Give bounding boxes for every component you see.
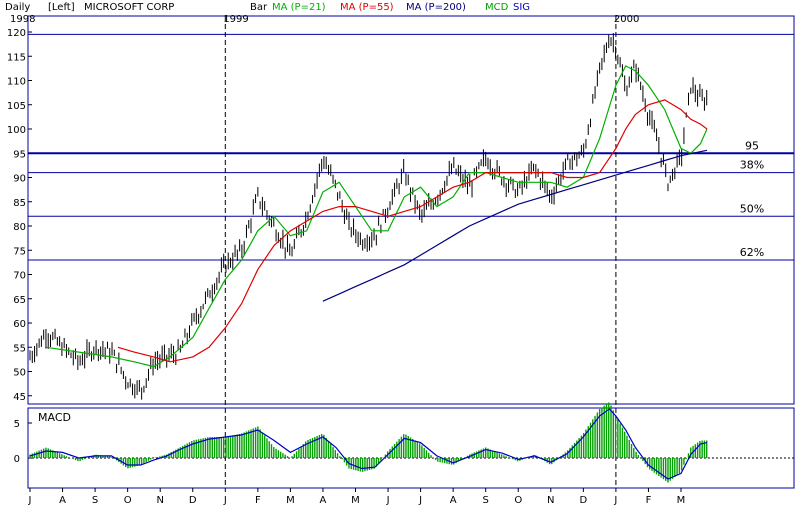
month-tick-label: D	[579, 495, 587, 506]
month-tick-label: O	[124, 495, 132, 506]
month-tick-label: A	[450, 495, 457, 506]
price-y-tick-label: 115	[7, 52, 26, 63]
reference-line-label: 38%	[740, 159, 764, 172]
price-y-tick-label: 60	[13, 319, 26, 330]
macd-y-tick-label: 0	[14, 454, 20, 465]
month-tick-label: S	[92, 495, 98, 506]
price-y-tick-label: 110	[7, 77, 26, 88]
ma55-label: MA (P=55)	[340, 2, 394, 13]
month-tick-label: J	[613, 495, 617, 506]
price-y-tick-label: 85	[13, 198, 26, 209]
month-tick-label: O	[514, 495, 522, 506]
year-label: 1999	[223, 14, 248, 25]
month-tick-label: M	[351, 495, 360, 506]
macd-panel: MACD 0 5	[14, 402, 795, 489]
reference-line-label: 50%	[740, 202, 764, 215]
price-y-tick-label: 50	[13, 368, 26, 379]
month-tick-label: J	[223, 495, 227, 506]
price-y-tick-label: 95	[13, 149, 26, 160]
period-label: Daily	[5, 2, 30, 13]
month-tick-label: N	[547, 495, 554, 506]
ma200-label: MA (P=200)	[406, 2, 466, 13]
month-tick-label: J	[386, 495, 390, 506]
price-y-tick-label: 55	[13, 343, 26, 354]
macd-frame	[27, 407, 795, 489]
month-tick-label: A	[320, 495, 327, 506]
month-tick-label: D	[189, 495, 197, 506]
year-label: 1998	[10, 14, 35, 25]
moving-average-line	[322, 149, 708, 302]
price-y-tick-label: 70	[13, 271, 26, 282]
month-tick-label: M	[286, 495, 295, 506]
price-panel: 4550556065707580859095100105110115120953…	[7, 14, 795, 488]
month-tick-label: M	[677, 495, 686, 506]
symbol-label: MICROSOFT CORP	[84, 2, 174, 13]
month-tick-label: N	[156, 495, 163, 506]
price-y-tick-label: 75	[13, 246, 26, 257]
reference-line-label: 62%	[740, 246, 764, 259]
price-y-tick-label: 80	[13, 222, 26, 233]
macd-legend-label: MCD	[485, 2, 509, 13]
month-tick-label: S	[483, 495, 489, 506]
price-y-tick-label: 90	[13, 174, 26, 185]
month-tick-label: J	[418, 495, 422, 506]
chart-header: Daily [Left] MICROSOFT CORP Bar MA (P=21…	[5, 2, 530, 13]
signal-line	[29, 408, 708, 480]
price-frame	[27, 15, 795, 405]
moving-average-line	[117, 99, 708, 363]
moving-average-line	[46, 65, 708, 368]
price-y-tick-label: 100	[7, 125, 26, 136]
macd-y-tick-label: 5	[14, 419, 20, 430]
ma21-label: MA (P=21)	[272, 2, 326, 13]
month-tick-label: A	[59, 495, 66, 506]
sig-legend-label: SIG	[513, 2, 530, 13]
price-y-tick-label: 120	[7, 28, 26, 39]
month-tick-label: J	[28, 495, 32, 506]
macd-title: MACD	[38, 411, 71, 424]
price-y-tick-label: 65	[13, 295, 26, 306]
month-tick-label: F	[255, 495, 261, 506]
reference-line-label: 95	[745, 139, 759, 152]
price-y-tick-label: 45	[13, 392, 26, 403]
price-y-tick-label: 105	[7, 101, 26, 112]
month-tick-label: F	[646, 495, 652, 506]
year-label: 2000	[614, 14, 639, 25]
axis-side-label: [Left]	[48, 2, 75, 13]
bar-label: Bar	[250, 2, 268, 13]
